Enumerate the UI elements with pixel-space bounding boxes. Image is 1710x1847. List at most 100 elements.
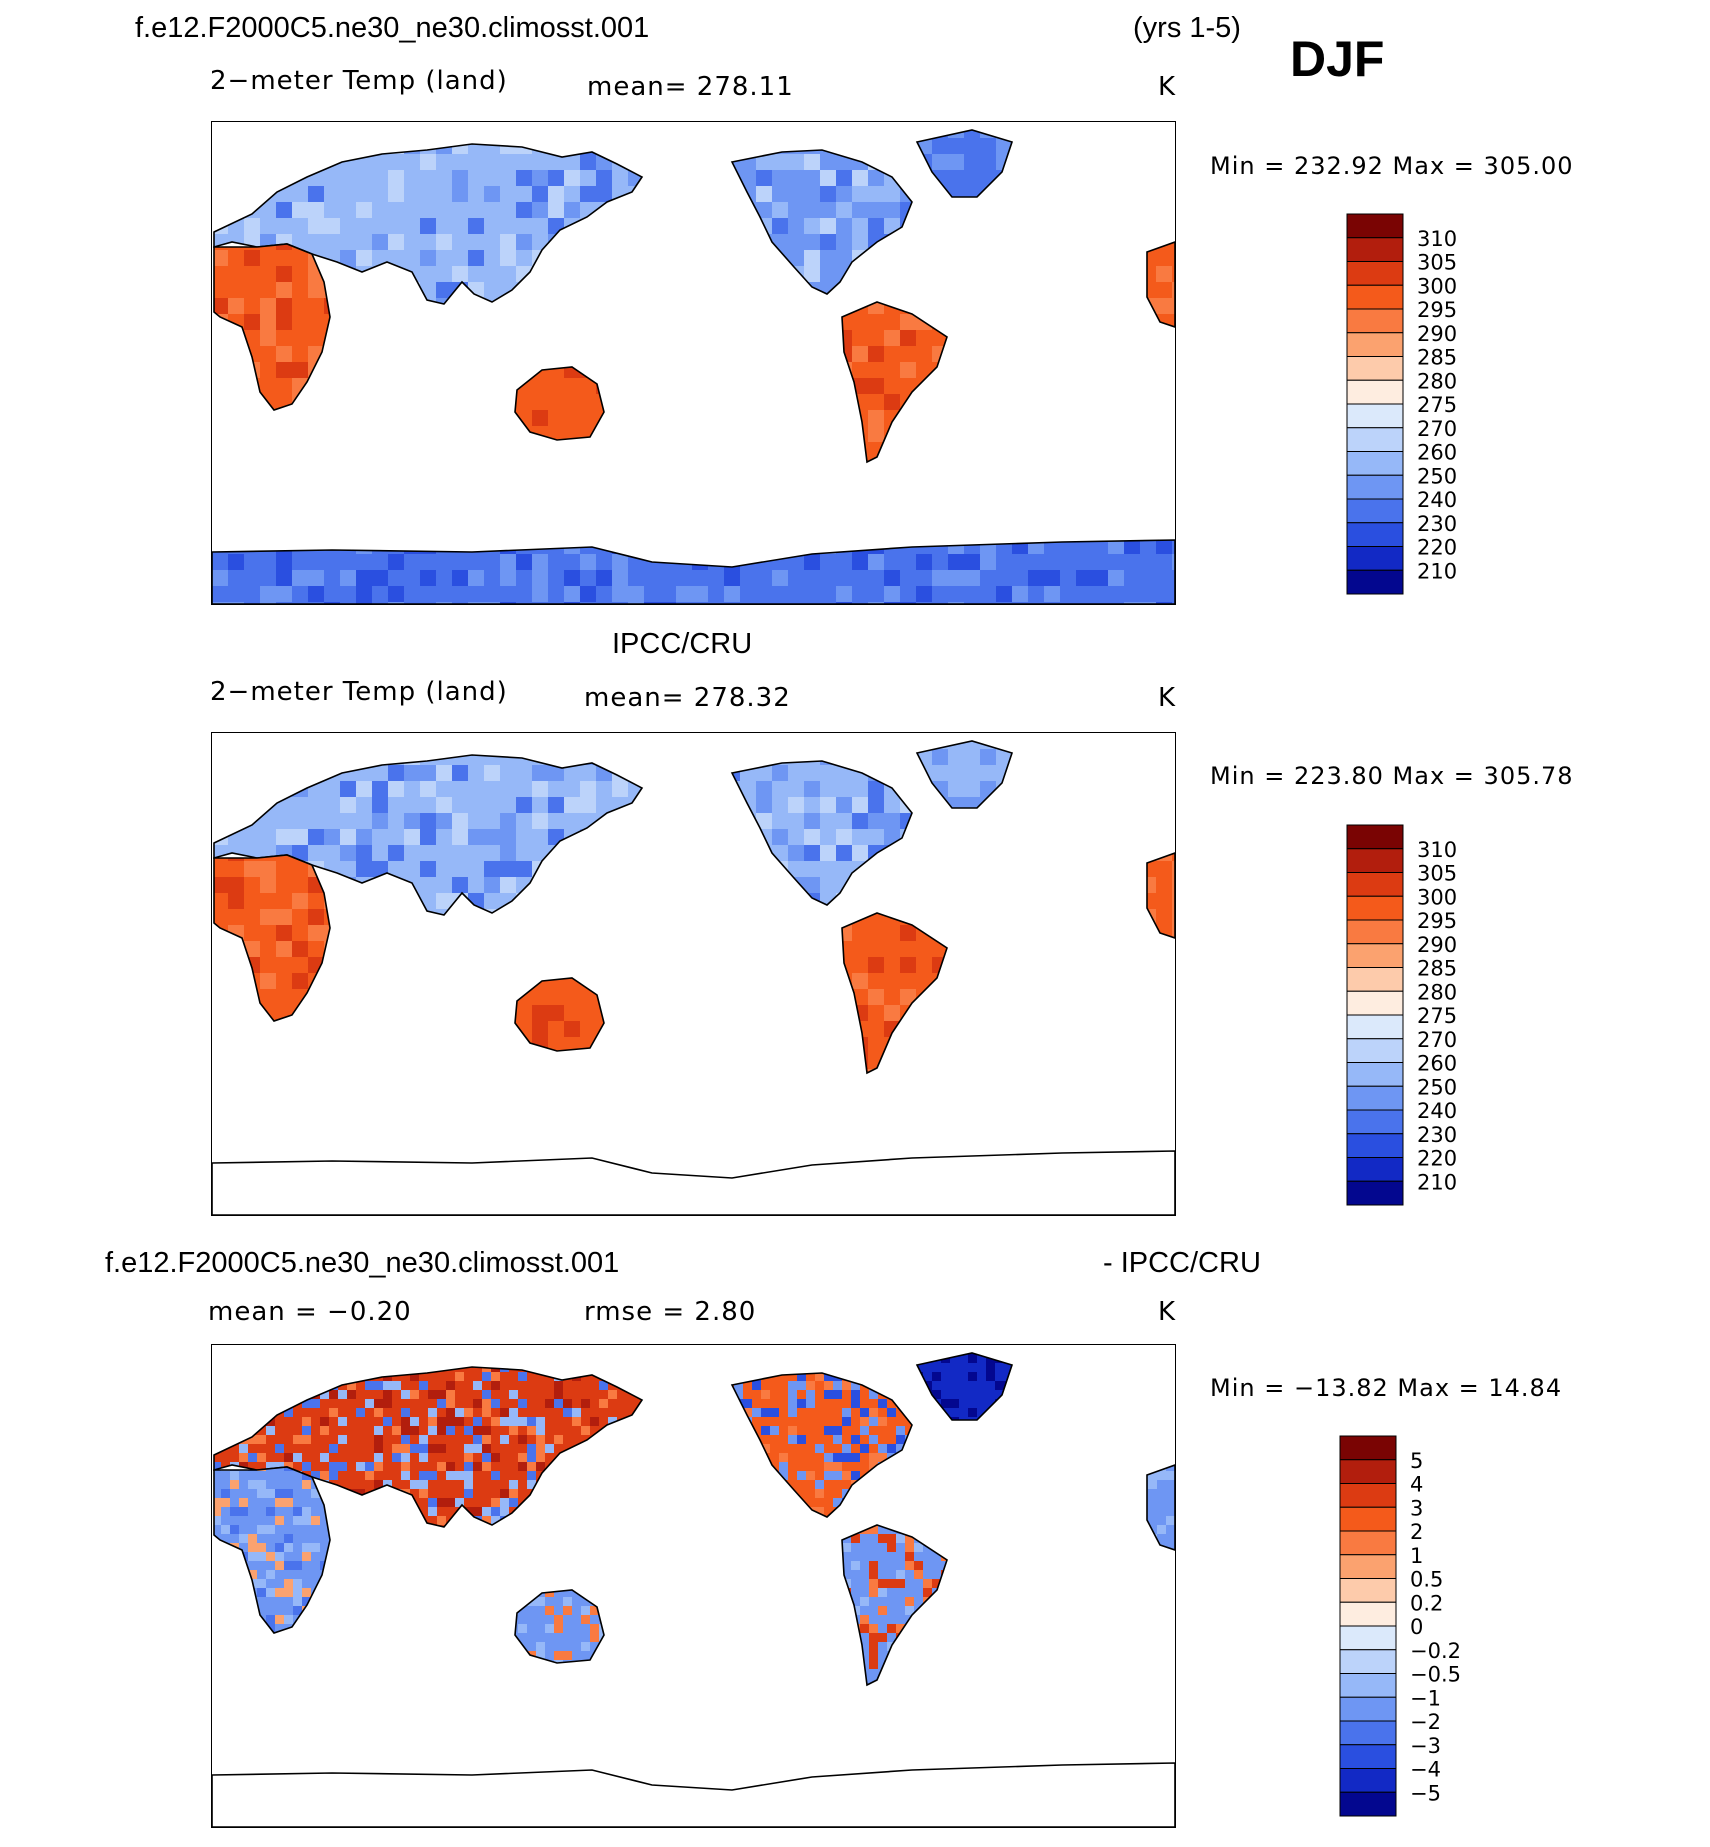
colorbar-tick-label: 280 [1417,980,1457,1004]
panel2-map-fill [212,740,1175,1215]
australia-coastline [514,366,605,441]
colorbar-tick-label: −0.5 [1410,1663,1461,1687]
panel3-title-right: - IPCC/CRU [1103,1247,1261,1280]
colorbar-tick-label: 285 [1417,957,1457,981]
greenland-coastline [915,740,1014,809]
colorbar-swatch [1339,1649,1397,1674]
antarctica-fill [212,540,1175,604]
panel1-colorbar: 310 305 300 295 290 285 280 275 270 260 250 240 230 2… [1346,213,1467,596]
namerica-coastline [730,149,913,295]
colorbar-swatch [1346,284,1404,310]
panel2-mean-label: mean= 278.32 [584,683,791,713]
colorbar-tick-label: 290 [1417,322,1457,346]
samerica-coastline [841,1524,948,1687]
colorbar-tick-label: 305 [1417,251,1457,275]
season-label: DJF [1290,30,1384,88]
colorbar-swatch [1346,1038,1404,1063]
panel1-minmax: Min = 232.92 Max = 305.00 [1210,152,1574,180]
colorbar-swatch [1346,237,1404,262]
colorbar-tick-label: 295 [1417,909,1457,933]
panel3-title-left: f.e12.F2000C5.ne30_ne30.climosst.001 [105,1247,619,1280]
panel3-mean-label: mean = −0.20 [208,1297,412,1327]
colorbar-swatch [1346,943,1404,968]
eurasia-fill [214,1367,642,1527]
colorbar-swatch [1346,990,1404,1016]
samerica-coastline [841,301,948,464]
colorbar-swatch [1346,261,1404,286]
colorbar-swatch [1346,308,1404,334]
colorbar-tick-label: 285 [1417,346,1457,370]
colorbar-tick-label: 280 [1417,369,1457,393]
panel2-variable-label: 2−meter Temp (land) [210,677,508,707]
colorbar-swatch [1339,1578,1397,1603]
colorbar-tick-label: 220 [1417,1147,1457,1171]
colorbar-tick-label: 5 [1410,1449,1423,1473]
australia-coastline [514,977,605,1052]
westafrica-fill [1147,1465,1175,1550]
colorbar-tick-label: 305 [1417,862,1457,886]
colorbar-swatch [1346,332,1404,357]
panel2-minmax: Min = 223.80 Max = 305.78 [1210,762,1574,790]
colorbar-swatch [1346,451,1404,476]
colorbar-tick-label: 310 [1417,838,1457,862]
colorbar-swatch [1339,1506,1397,1532]
colorbar-tick-label: −1 [1410,1686,1441,1710]
colorbar-tick-label: 270 [1417,417,1457,441]
colorbar-swatch [1346,967,1404,992]
colorbar-tick-label: 210 [1417,1170,1457,1194]
australia-coastline [514,1589,605,1664]
colorbar-tick-label: 230 [1417,512,1457,536]
colorbar-swatch [1339,1696,1397,1722]
colorbar-tick-label: 295 [1417,298,1457,322]
colorbar-tick-label: 300 [1417,885,1457,909]
colorbar-swatch [1346,546,1404,571]
colorbar-tick-label: 290 [1417,933,1457,957]
colorbar-swatch [1339,1744,1397,1769]
panel3-units-label: K [1158,1297,1176,1327]
colorbar-tick-label: 300 [1417,274,1457,298]
samerica-coastline [841,912,948,1075]
panel2-map [211,732,1176,1216]
colorbar-tick-label: 0 [1410,1615,1423,1639]
colorbar-swatch [1339,1720,1397,1746]
panel2-units-label: K [1158,683,1176,713]
colorbar-swatch [1339,1673,1397,1698]
colorbar-swatch [1346,1180,1404,1206]
westafrica-coastline [1146,852,1175,939]
panel3-minmax: Min = −13.82 Max = 14.84 [1210,1374,1562,1402]
colorbar-swatch [1339,1625,1397,1651]
colorbar-swatch [1339,1768,1397,1793]
colorbar-swatch [1346,848,1404,873]
namerica-coastline [730,1372,913,1518]
eurasia-fill [214,144,642,304]
colorbar-swatch [1346,474,1404,500]
greenland-fill [917,1353,1012,1420]
colorbar-swatch [1346,824,1404,850]
colorbar-swatch [1346,872,1404,897]
westafrica-coastline [1146,241,1175,328]
eurasia-coastline [213,1366,644,1528]
namerica-coastline [730,760,913,906]
colorbar-swatch [1346,569,1404,595]
colorbar-tick-label: 270 [1417,1028,1457,1052]
colorbar-swatch [1346,379,1404,405]
panel3-colorbar: 5 4 3 2 1 0.5 0.2 0 −0.2 −0.5 −1 −2 −3 −4 −5 [1339,1435,1470,1818]
colorbar-swatch [1346,1157,1404,1182]
years-label: (yrs 1-5) [1133,12,1241,45]
panel3-rmse-label: rmse = 2.80 [584,1297,756,1327]
antarctica-coastline [212,1762,1175,1827]
colorbar-tick-label: 250 [1417,464,1457,488]
colorbar-swatch [1346,522,1404,547]
colorbar-tick-label: 240 [1417,488,1457,512]
westafrica-fill [1147,242,1175,327]
colorbar-swatch [1346,1133,1404,1158]
colorbar-tick-label: 250 [1417,1075,1457,1099]
colorbar-swatch [1346,498,1404,524]
westafrica-coastline [1146,1464,1175,1551]
colorbar-tick-label: −0.2 [1410,1639,1461,1663]
colorbar-tick-label: 0.2 [1410,1591,1443,1615]
antarctica-coastline [212,1150,1175,1215]
colorbar-swatch [1339,1554,1397,1579]
africa-coastline [213,1466,331,1634]
eurasia-fill [214,755,642,915]
